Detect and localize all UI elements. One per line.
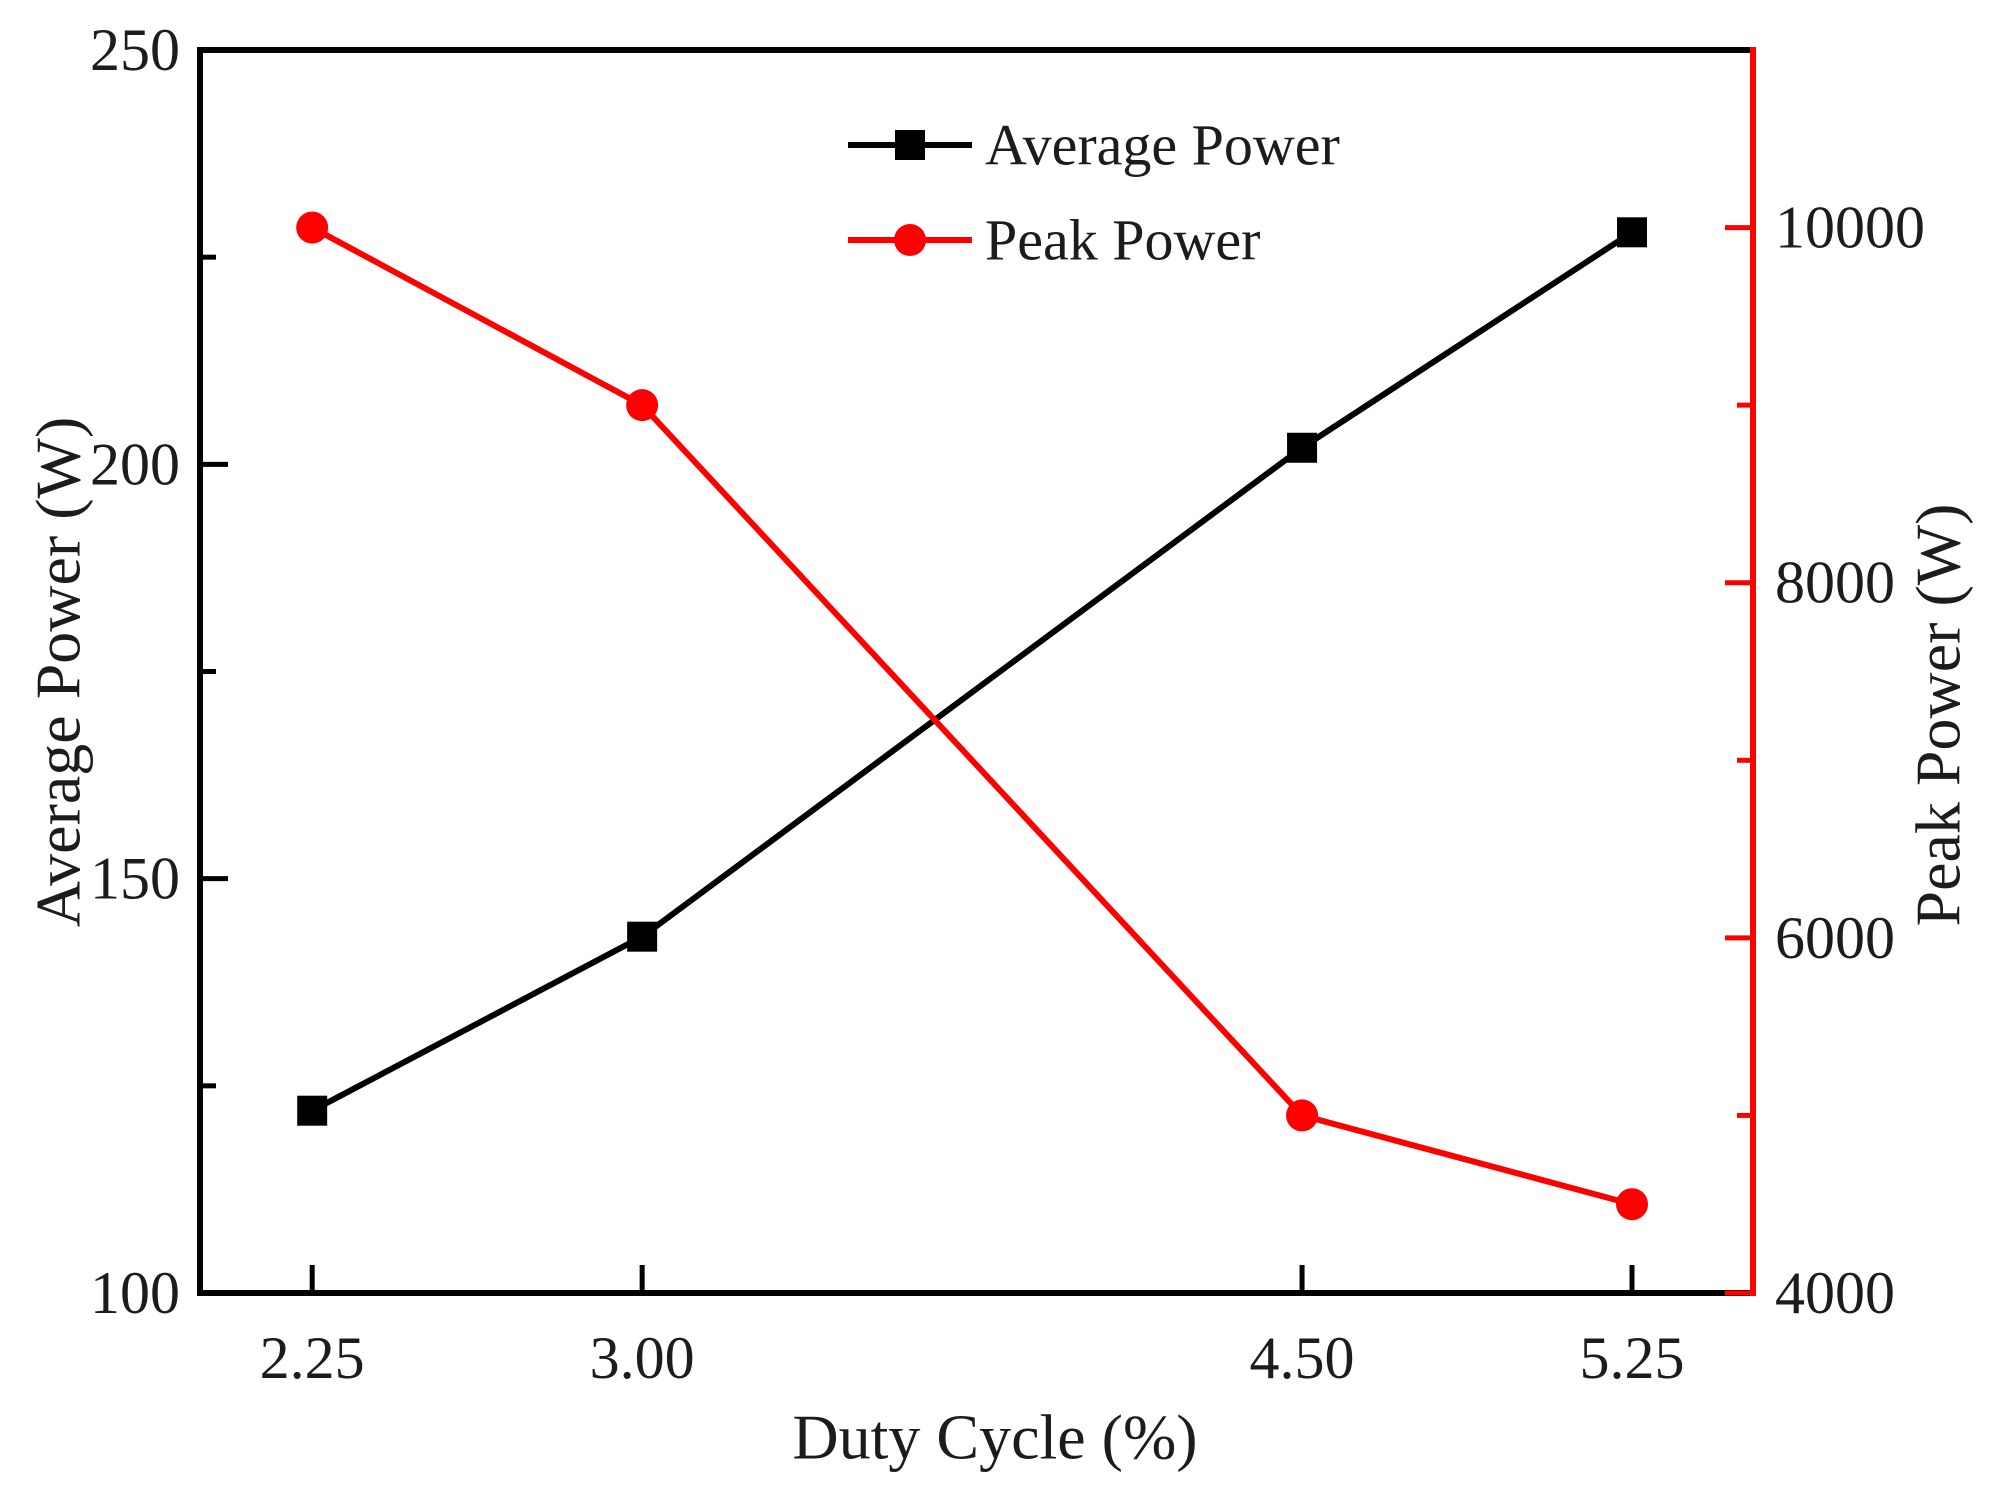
axes bbox=[197, 47, 1756, 1296]
data-point-average-power bbox=[297, 1095, 328, 1126]
legend-marker-peak-power bbox=[894, 224, 926, 256]
series-line-average-power bbox=[310, 229, 1634, 1114]
y-left-tick-label: 150 bbox=[90, 846, 180, 912]
legend-label-peak-power: Peak Power bbox=[985, 208, 1260, 273]
x-tick-label: 5.25 bbox=[1580, 1325, 1685, 1391]
data-point-peak-power bbox=[1286, 1099, 1319, 1132]
y-right-tick-label: 4000 bbox=[1775, 1260, 1895, 1326]
y-left-tick-label: 100 bbox=[90, 1260, 180, 1326]
x-tick-label: 3.00 bbox=[590, 1325, 695, 1391]
data-point-average-power bbox=[1617, 217, 1648, 248]
tick-labels: 2.25 3.00 4.50 5.25 100 150 200 250 4000 6000 8000… bbox=[90, 17, 1925, 1391]
y-right-tick-label: 8000 bbox=[1775, 550, 1895, 616]
data-point-peak-power bbox=[626, 389, 659, 422]
x-tick-label: 2.25 bbox=[260, 1325, 365, 1391]
y-left-tick-label: 250 bbox=[90, 17, 180, 83]
data-point-average-power bbox=[627, 921, 658, 952]
legend-label-average-power: Average Power bbox=[985, 113, 1340, 178]
data-point-peak-power bbox=[296, 211, 329, 244]
x-tick-label: 4.50 bbox=[1250, 1325, 1355, 1391]
data-point-average-power bbox=[1287, 432, 1318, 463]
y-right-tick-label: 10000 bbox=[1775, 195, 1925, 261]
data-point-peak-power bbox=[1616, 1188, 1649, 1221]
y-axis-right-title: Peak Power (W) bbox=[1903, 504, 1974, 927]
series-line-peak-power bbox=[310, 224, 1633, 1208]
axis-ticks bbox=[200, 47, 1753, 1296]
x-axis-title: Duty Cycle (%) bbox=[792, 1402, 1197, 1473]
y-right-tick-label: 6000 bbox=[1775, 905, 1895, 971]
data-series bbox=[296, 211, 1649, 1221]
legend: Average Power Peak Power bbox=[848, 113, 1340, 273]
y-axis-left-title: Average Power (W) bbox=[23, 417, 94, 928]
legend-marker-average-power bbox=[895, 130, 925, 160]
y-left-tick-label: 200 bbox=[90, 431, 180, 497]
